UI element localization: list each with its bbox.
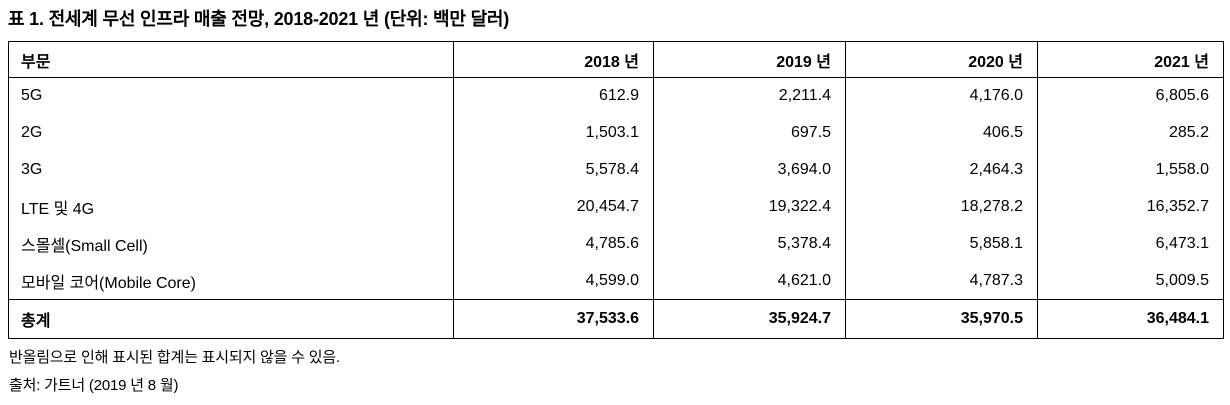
table-row: 3G 5,578.4 3,694.0 2,464.3 1,558.0 [8,151,1224,189]
row-label: LTE 및 4G [8,188,454,226]
row-label: 5G [8,77,454,115]
cell-value: 4,785.6 [453,225,654,263]
column-header-2019: 2019 년 [653,41,846,78]
column-header-2020: 2020 년 [845,41,1038,78]
row-label: 총계 [8,299,454,339]
table-row: LTE 및 4G 20,454.7 19,322.4 18,278.2 16,352.7 [8,188,1224,226]
cell-value: 6,805.6 [1037,77,1224,115]
column-header-2021: 2021 년 [1037,41,1224,78]
row-label: 모바일 코어(Mobile Core) [8,262,454,300]
cell-value: 4,621.0 [653,262,846,300]
table-body: 5G 612.9 2,211.4 4,176.0 6,805.6 2G 1,503.1 697… [8,77,1224,339]
cell-value: 36,484.1 [1037,299,1224,339]
cell-value: 18,278.2 [845,188,1038,226]
cell-value: 37,533.6 [453,299,654,339]
cell-value: 406.5 [845,114,1038,152]
cell-value: 2,211.4 [653,77,846,115]
cell-value: 5,009.5 [1037,262,1224,300]
row-label: 2G [8,114,454,152]
header-row: 부문 2018 년 2019 년 2020 년 2021 년 [8,41,1224,78]
cell-value: 612.9 [453,77,654,115]
table-title: 표 1. 전세계 무선 인프라 매출 전망, 2018-2021 년 (단위: … [8,9,510,29]
revenue-forecast-table: 부문 2018 년 2019 년 2020 년 2021 년 5G 612.9 2,… [8,41,1224,339]
cell-value: 1,503.1 [453,114,654,152]
cell-value: 5,858.1 [845,225,1038,263]
cell-value: 1,558.0 [1037,151,1224,189]
cell-value: 5,578.4 [453,151,654,189]
row-label: 3G [8,151,454,189]
cell-value: 2,464.3 [845,151,1038,189]
column-header-2018: 2018 년 [453,41,654,78]
cell-value: 6,473.1 [1037,225,1224,263]
rounding-footnote: 반올림으로 인해 표시된 합계는 표시되지 않을 수 있음. [9,349,340,366]
table-header: 부문 2018 년 2019 년 2020 년 2021 년 [8,41,1224,78]
source-footnote: 출처: 가트너 (2019 년 8 월) [9,377,179,394]
cell-value: 4,599.0 [453,262,654,300]
cell-value: 5,378.4 [653,225,846,263]
table-row: 스몰셀(Small Cell) 4,785.6 5,378.4 5,858.1 6,47… [8,225,1224,263]
table-total-row: 총계 37,533.6 35,924.7 35,970.5 36,484.1 [8,299,1224,339]
cell-value: 3,694.0 [653,151,846,189]
cell-value: 19,322.4 [653,188,846,226]
table-row: 모바일 코어(Mobile Core) 4,599.0 4,621.0 4,787.3… [8,262,1224,300]
cell-value: 16,352.7 [1037,188,1224,226]
row-label: 스몰셀(Small Cell) [8,225,454,263]
cell-value: 35,970.5 [845,299,1038,339]
cell-value: 35,924.7 [653,299,846,339]
cell-value: 285.2 [1037,114,1224,152]
footnotes: 반올림으로 인해 표시된 합계는 표시되지 않을 수 있음. 출처: 가트너 (… [9,347,1230,396]
cell-value: 697.5 [653,114,846,152]
column-header-segment: 부문 [8,41,454,78]
cell-value: 4,787.3 [845,262,1038,300]
cell-value: 4,176.0 [845,77,1038,115]
table-row: 5G 612.9 2,211.4 4,176.0 6,805.6 [8,77,1224,115]
cell-value: 20,454.7 [453,188,654,226]
table-row: 2G 1,503.1 697.5 406.5 285.2 [8,114,1224,152]
